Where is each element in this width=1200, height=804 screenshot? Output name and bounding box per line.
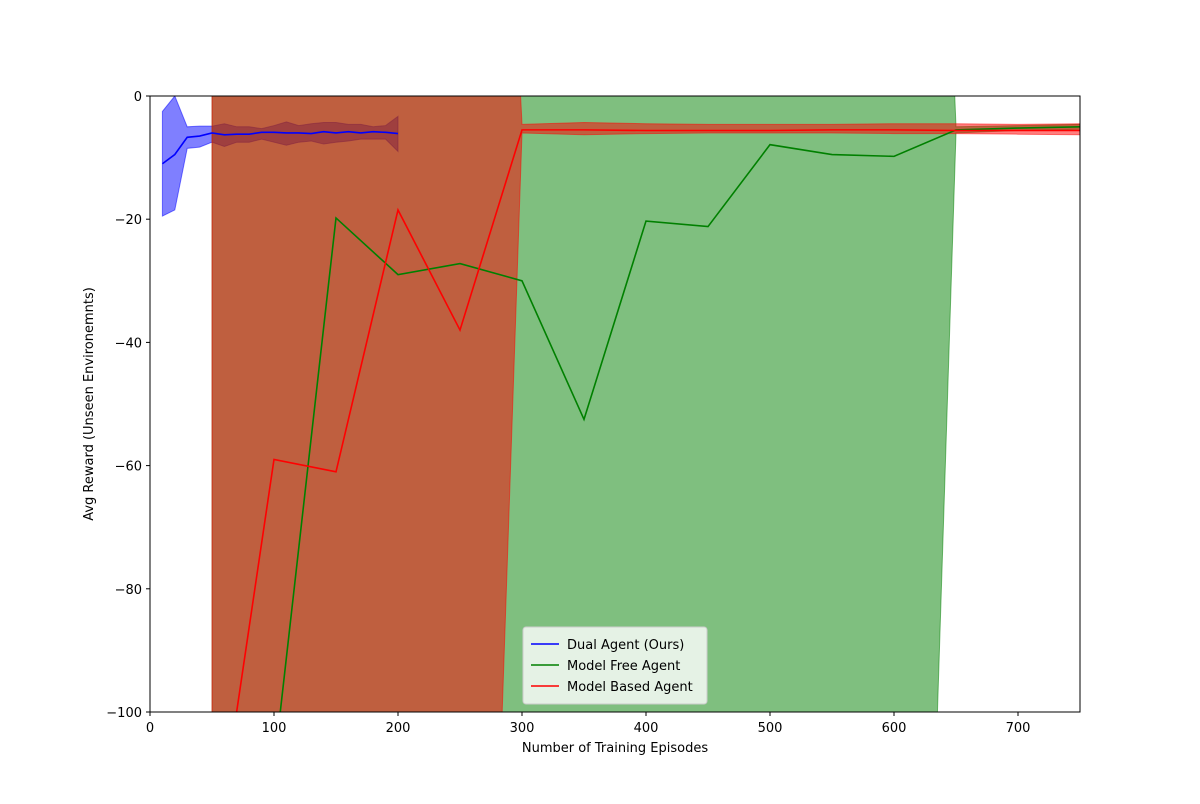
series-line <box>279 126 1080 712</box>
y-tick-label: 0 <box>134 90 142 105</box>
x-tick-label: 600 <box>882 721 907 736</box>
x-tick-label: 0 <box>146 721 154 736</box>
bands <box>161 96 1080 712</box>
y-axis-label: Avg Reward (Unseen Environemnts) <box>82 287 97 521</box>
x-tick-label: 100 <box>262 721 287 736</box>
y-tick-label: −20 <box>115 213 142 228</box>
x-tick-label: 500 <box>758 721 783 736</box>
legend-label: Dual Agent (Ours) <box>567 638 684 653</box>
x-tick-label: 300 <box>510 721 535 736</box>
legend: Dual Agent (Ours) Model Free Agent Model B… <box>522 626 708 705</box>
y-tick-label: −80 <box>115 583 142 598</box>
plot-frame <box>149 95 1081 713</box>
lines <box>161 126 1080 712</box>
x-tick-label: 200 <box>386 721 411 736</box>
x-tick-label: 700 <box>1006 721 1031 736</box>
series-line <box>161 130 399 165</box>
band <box>211 96 1080 712</box>
legend-label: Model Free Agent <box>567 659 680 674</box>
y-tick-label: −100 <box>106 706 142 721</box>
x-tick-label: 400 <box>634 721 659 736</box>
y-tick-label: −60 <box>115 460 142 475</box>
series-line <box>235 129 1080 712</box>
y-tick-label: −40 <box>115 336 142 351</box>
legend-box <box>522 626 708 705</box>
legend-label: Model Based Agent <box>567 680 693 695</box>
x-axis-label: Number of Training Episodes <box>522 741 708 756</box>
